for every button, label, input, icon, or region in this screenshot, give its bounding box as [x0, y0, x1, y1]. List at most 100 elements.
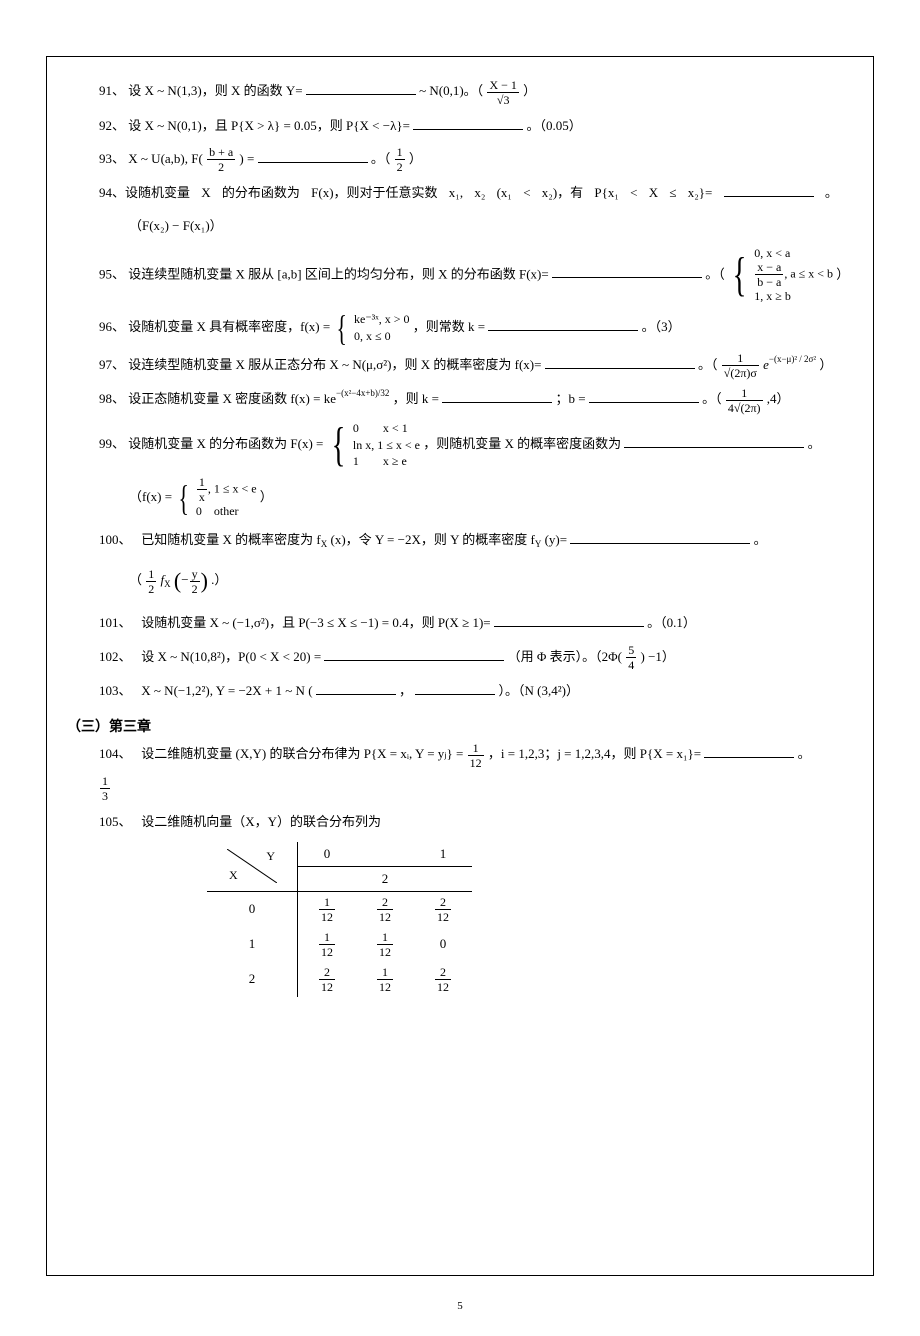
blank — [488, 318, 638, 331]
table-row: 2 212 112 212 — [207, 962, 472, 997]
q-num: 93、 — [99, 151, 125, 166]
blank — [570, 531, 750, 544]
page-number: 5 — [0, 1296, 920, 1316]
q-text: ) −1） — [641, 649, 675, 664]
blank — [306, 82, 416, 95]
q-text: (x)，令 Y = −2X，则 Y 的概率密度 f — [330, 532, 534, 547]
q-num: 96、 — [99, 319, 125, 334]
q-num: 104、 — [99, 746, 132, 761]
q-text: 设 X ~ N(1,3)，则 X 的函数 Y= — [128, 83, 302, 98]
q-text: （用 Φ 表示）。（2Φ( — [508, 649, 622, 664]
col-header: 0 — [298, 842, 357, 867]
col-header — [298, 866, 357, 891]
q-text: ，则常数 k = — [413, 319, 485, 334]
blank — [415, 682, 495, 695]
blank — [442, 390, 552, 403]
q-text: ） — [819, 357, 832, 372]
fraction: 1√(2π)σ — [722, 352, 759, 379]
question-101: 101、 设随机变量 X ~ (−1,σ²)，且 P(−3 ≤ X ≤ −1) … — [67, 609, 853, 636]
q-text: 。（3） — [642, 319, 681, 334]
piecewise-answer: { 0, x < a x − ab − a, a ≤ x < b 1, x ≥ … — [728, 245, 833, 306]
diagonal-header: Y X — [227, 849, 277, 883]
q-num: 92、 — [99, 118, 125, 133]
q-text: 。（0.1） — [647, 615, 696, 630]
fraction: 12 — [395, 146, 405, 173]
question-94: 94、 设随机变量 X 的分布函数为 F(x)，则对于任意实数 x₁, x₂ (… — [67, 179, 853, 206]
q-text: 设 X ~ N(0,1)，且 P{X > λ} = 0.05，则 P{X < −… — [128, 118, 410, 133]
fraction: 112 — [468, 742, 484, 769]
section-heading: （三）第三章 — [67, 716, 853, 736]
answer-104: 13 — [67, 775, 853, 803]
q-text: 。（ — [371, 151, 391, 166]
question-98: 98、 设正态随机变量 X 密度函数 f(x) = ke−(x²−4x+b)/3… — [67, 385, 853, 414]
q-text: ， — [399, 683, 412, 698]
q-text: 设二维随机变量 (X,Y) 的联合分布律为 P{X = xᵢ, Y = yⱼ} … — [141, 746, 466, 761]
fraction: b + a2 — [207, 146, 235, 173]
col-header — [356, 842, 414, 867]
q-text: 设随机变量 X ~ (−1,σ²)，且 P(−3 ≤ X ≤ −1) = 0.4… — [141, 615, 490, 630]
q-text: ，则随机变量 X 的概率密度函数为 — [423, 436, 621, 451]
col-header: 2 — [356, 866, 414, 891]
q-num: 101、 — [99, 615, 132, 630]
joint-distribution-table: Y X 0 1 2 0 112 212 212 1 112 112 0 2 21… — [207, 842, 472, 997]
piecewise: { 0 x < 1 ln x, 1 ≤ x < e 1 x ≥ e — [327, 420, 420, 470]
q-text: 设连续型随机变量 X 服从正态分布 X ~ N(μ,σ²)，则 X 的概率密度为… — [128, 357, 541, 372]
blank — [704, 745, 794, 758]
q-text: 设连续型随机变量 X 服从 [a,b] 区间上的均匀分布，则 X 的分布函数 F… — [128, 266, 548, 281]
q-text: ） — [836, 266, 849, 281]
page-frame: 91、 设 X ~ N(1,3)，则 X 的函数 Y= ~ N(0,1)。（ X… — [46, 56, 874, 1276]
q-text: ；b = — [556, 391, 586, 406]
question-93: 93、 X ~ U(a,b), F( b + a2 ) = 。（ 12 ） — [67, 145, 853, 174]
blank — [324, 648, 504, 661]
q-text: ） — [409, 151, 422, 166]
q-num: 103、 — [99, 683, 132, 698]
q-num: 105、 — [99, 814, 132, 829]
question-104: 104、 设二维随机变量 (X,Y) 的联合分布律为 P{X = xᵢ, Y =… — [67, 740, 853, 769]
q-text: ,4） — [767, 391, 790, 406]
blank — [545, 356, 695, 369]
q-num: 94、 — [99, 179, 125, 206]
question-102: 102、 设 X ~ N(10,8²)，P(0 < X < 20) = （用 Φ… — [67, 643, 853, 672]
q-text: X ~ U(a,b), F( — [128, 151, 203, 166]
blank — [494, 614, 644, 627]
q-text: 。 — [808, 436, 821, 451]
q-text: 设随机变量 X 具有概率密度，f(x) = — [128, 319, 333, 334]
q-text: 设随机变量 X 的分布函数为 F(x) = — [128, 436, 326, 451]
q-text: 。（ — [698, 357, 718, 372]
q-text: ~ N(0,1)。（ — [419, 83, 483, 98]
blank — [413, 117, 523, 130]
question-105: 105、 设二维随机向量（X，Y）的联合分布列为 — [67, 808, 853, 835]
q-text: 。 — [798, 746, 811, 761]
blank — [552, 265, 702, 278]
q-text: (y)= — [545, 532, 568, 547]
q-text: 。（ — [702, 391, 722, 406]
answer-100: （ 12 fX (−y2) .） — [67, 559, 853, 603]
blank — [258, 150, 368, 163]
q-num: 98、 — [99, 391, 125, 406]
q-num: 102、 — [99, 649, 132, 664]
q-text: 。（0.05） — [526, 118, 581, 133]
question-103: 103、 X ~ N(−1,2²), Y = −2X + 1 ~ N ( ， ）… — [67, 677, 853, 704]
q-text: ，则 k = — [393, 391, 439, 406]
q-text: 设正态随机变量 X 密度函数 f(x) = ke — [128, 391, 336, 406]
col-header — [414, 866, 472, 891]
q-num: 99、 — [99, 436, 125, 451]
q-text: X ~ N(−1,2²), Y = −2X + 1 ~ N ( — [141, 683, 312, 698]
blank — [724, 184, 814, 197]
exponent: −(x−μ)² / 2σ² — [769, 354, 816, 364]
q-text: ) = — [239, 151, 254, 166]
blank — [624, 435, 804, 448]
question-99: 99、 设随机变量 X 的分布函数为 F(x) = { 0 x < 1 ln x… — [67, 420, 853, 470]
q-num: 97、 — [99, 357, 125, 372]
q-text: ） — [523, 83, 536, 98]
q-body: 设随机变量 X 的分布函数为 F(x)，则对于任意实数 x₁, x₂ (x₁ <… — [125, 179, 853, 206]
table-row: 0 112 212 212 — [207, 891, 472, 927]
fraction: 14√(2π) — [726, 387, 763, 414]
question-91: 91、 设 X ~ N(1,3)，则 X 的函数 Y= ~ N(0,1)。（ X… — [67, 77, 853, 106]
q-text: 。 — [754, 532, 767, 547]
col-header: 1 — [414, 842, 472, 867]
answer-94: （F(x₂) − F(x₁)） — [67, 213, 853, 239]
question-96: 96、 设随机变量 X 具有概率密度，f(x) = { ke⁻³ˣ, x > 0… — [67, 311, 853, 345]
q-text: 设随机变量 X 的分布函数为 F(x)，则对于任意实数 x₁, x₂ (x₁ <… — [125, 185, 712, 200]
fraction: X − 1√3 — [487, 79, 518, 106]
